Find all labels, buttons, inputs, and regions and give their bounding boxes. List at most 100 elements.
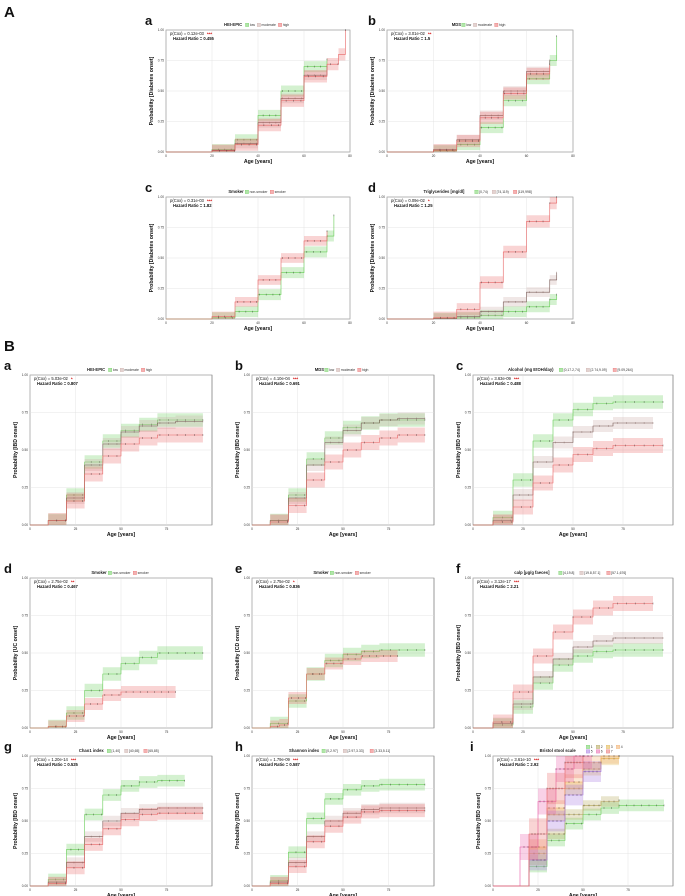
legend-title: HEI-EPIC <box>87 367 105 372</box>
y-tick-label: 1.00 <box>244 754 250 758</box>
legend-swatch-[0,17.2,74] <box>559 368 563 372</box>
y-tick-label: 0.25 <box>485 852 491 856</box>
ci-band-[2.97,3.33] <box>252 802 425 886</box>
legend-swatch-non-smoker <box>245 190 249 194</box>
y-tick-label: 1.00 <box>379 195 385 199</box>
pcox-label: p(Cox) = 4.10e-04 <box>256 376 291 381</box>
legend-swatch-smoker <box>133 571 137 575</box>
x-tick-label: 80 <box>348 154 352 158</box>
x-tick-label: 75 <box>387 730 391 734</box>
ci-band-6 <box>493 756 592 886</box>
x-tick-label: 50 <box>571 527 575 531</box>
y-tick-label: 0.25 <box>244 852 250 856</box>
y-axis-title: Probability [IBD onset] <box>456 422 462 478</box>
y-tick-label: 0.00 <box>22 726 28 730</box>
panel-letter: a <box>145 13 153 28</box>
legend-label: 1 <box>591 745 593 749</box>
ci-band-1 <box>493 799 664 886</box>
y-axis-title: Probability [IBD onset] <box>13 793 19 849</box>
km-curve-non-smoker <box>252 649 425 729</box>
y-tick-label: 0.50 <box>22 819 28 823</box>
significance-stars: ** <box>428 31 432 36</box>
y-tick-label: 1.00 <box>465 373 471 377</box>
ci-band-moderate <box>30 415 203 525</box>
x-axis-title: Age [years] <box>107 532 136 538</box>
legend-label: [3.33,5.11] <box>374 749 390 753</box>
y-tick-label: 0.75 <box>22 411 28 415</box>
legend-swatch-moderate <box>336 368 340 372</box>
x-axis-title: Age [years] <box>466 326 495 332</box>
pcox-label: p(Cox) = 3.01e-02 <box>391 31 426 36</box>
x-tick-label: 25 <box>521 527 525 531</box>
legend-swatch-5 <box>586 749 590 754</box>
km-curve-[40,65] <box>30 807 203 887</box>
legend-swatch-high <box>278 23 282 27</box>
y-tick-label: 0.75 <box>158 226 164 230</box>
y-tick-label: 0.75 <box>465 411 471 415</box>
y-tick-label: 1.00 <box>22 373 28 377</box>
y-tick-label: 0.50 <box>485 819 491 823</box>
km-curve-[74,119) <box>387 272 558 320</box>
y-tick-label: 1.00 <box>22 754 28 758</box>
x-tick-label: 0 <box>165 321 167 325</box>
x-tick-label: 75 <box>387 527 391 531</box>
pcox-label: p(Cox) = 0.31e-03 <box>170 198 205 203</box>
x-tick-label: 75 <box>165 888 169 892</box>
y-tick-label: 0.75 <box>485 787 491 791</box>
significance-stars: *** <box>71 757 77 762</box>
pcox-label: p(Cox) = 5.03e-02 <box>34 376 69 381</box>
legend-label: [4,19.8] <box>563 571 574 575</box>
panel-a-a: a 0.00 0.25 0.50 0.75 1.00 0 20 40 60 80 HEI-EPIC lo… <box>145 13 352 165</box>
legend-title: Smoker <box>91 570 107 575</box>
panel-b-c: c 0.00 0.25 0.50 0.75 1.00 0 25 50 75 Alcohol (mg … <box>456 358 674 538</box>
legend-title: Shannon index <box>289 748 320 753</box>
x-tick-label: 75 <box>621 730 625 734</box>
legend-label: [74,119) <box>497 190 509 194</box>
legend-swatch-[40,65] <box>124 749 129 753</box>
legend-label: [9.09,264] <box>617 368 632 372</box>
x-tick-label: 0 <box>29 888 31 892</box>
ci-band-non-smoker <box>30 646 203 728</box>
hazard-ratio-label: Hazard Ratio = 0.455 <box>173 36 215 41</box>
km-curve-moderate <box>387 60 551 153</box>
panel-letter: i <box>470 739 474 754</box>
legend-label: low <box>113 368 119 372</box>
ci-band-[65,85] <box>30 806 203 886</box>
hazard-ratio-label: Hazard Ratio = 1.82 <box>173 203 212 208</box>
panel-letter: g <box>4 739 12 754</box>
legend-title: Triglycerides [mg/dl] <box>424 189 466 194</box>
legend-swatch-4 <box>616 745 620 749</box>
y-tick-label: 0.75 <box>22 787 28 791</box>
x-tick-label: 40 <box>256 154 260 158</box>
legend-label: 2 <box>601 745 603 749</box>
x-tick-label: 20 <box>432 154 436 158</box>
x-tick-label: 50 <box>119 527 123 531</box>
legend-label: [19.8,57.1] <box>584 571 600 575</box>
y-tick-label: 0.50 <box>244 448 250 452</box>
x-axis-title: Age [years] <box>466 159 495 165</box>
y-tick-label: 0.00 <box>465 726 471 730</box>
y-tick-label: 0.50 <box>22 448 28 452</box>
significance-stars: *** <box>514 376 520 381</box>
x-tick-label: 0 <box>386 321 388 325</box>
legend-label: high <box>362 368 369 372</box>
x-axis-title: Age [years] <box>244 326 273 332</box>
legend-title: MDS <box>452 22 462 27</box>
legend-swatch-[57.1,676] <box>606 571 611 575</box>
x-tick-label: 25 <box>296 730 300 734</box>
legend-swatch-1 <box>586 745 590 749</box>
y-tick-label: 0.75 <box>244 614 250 618</box>
pcox-label: p(Cox) = 3.61e-10 <box>497 757 532 762</box>
panel-letter: b <box>368 13 376 28</box>
pcox-label: p(Cox) = 1.20e-14 <box>34 757 69 762</box>
legend-label: 5 <box>591 750 593 754</box>
x-axis-title: Age [years] <box>107 735 136 741</box>
legend-swatch-[4,19.8] <box>558 571 563 575</box>
ci-band-moderate <box>252 412 425 525</box>
y-tick-label: 0.50 <box>22 651 28 655</box>
y-tick-label: 0.50 <box>244 651 250 655</box>
y-tick-label: 1.00 <box>22 576 28 580</box>
km-curve-[119,998] <box>387 197 558 320</box>
legend-label: moderate <box>341 368 355 372</box>
